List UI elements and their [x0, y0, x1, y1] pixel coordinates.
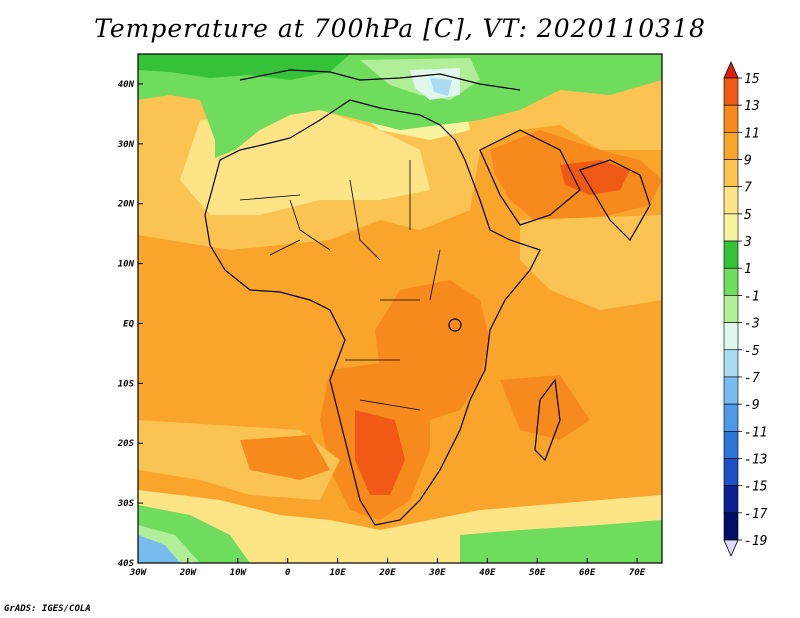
legend-swatch: [724, 458, 738, 485]
legend-label: 11: [744, 126, 760, 141]
lon-label: 50E: [529, 568, 546, 578]
lon-label: 10W: [230, 568, 248, 578]
legend-swatch: [724, 486, 738, 513]
legend-label: -1: [744, 289, 760, 304]
lat-label: 10N: [118, 260, 135, 270]
legend-swatch: [724, 431, 738, 458]
lon-label: 70E: [629, 568, 646, 578]
legend-top-arrow: [724, 62, 738, 78]
lat-label: 20S: [117, 439, 135, 449]
legend-swatch: [724, 105, 738, 132]
legend-swatch: [724, 350, 738, 377]
legend-swatch: [724, 323, 738, 350]
lon-label: 10E: [329, 568, 346, 578]
legend-label: -7: [744, 371, 760, 386]
legend-label: -17: [744, 507, 768, 522]
legend-bottom-arrow: [724, 540, 738, 556]
legend-swatch: [724, 160, 738, 187]
legend-swatch: [724, 513, 738, 540]
lon-label: 30W: [129, 568, 148, 578]
legend-swatch: [724, 78, 738, 105]
legend-label: -5: [744, 344, 760, 359]
legend-label: -9: [744, 398, 760, 413]
legend-swatch: [724, 214, 738, 241]
lat-label: 30S: [117, 499, 135, 509]
legend-swatch: [724, 132, 738, 159]
lat-label: 20N: [117, 200, 135, 210]
legend-label: -13: [744, 452, 767, 467]
legend-label: 7: [744, 181, 752, 196]
legend-swatch: [724, 295, 738, 322]
lat-label: EQ: [123, 319, 134, 329]
lat-label: 10S: [118, 379, 135, 389]
legend-label: 1: [744, 262, 752, 277]
lon-label: 20E: [378, 568, 396, 578]
legend-label: 13: [744, 99, 760, 114]
legend-swatch: [724, 241, 738, 268]
legend-swatch: [724, 268, 738, 295]
color-legend: 15 13 11 9 7 5 3 1 -1 -3 -5 -7 -9 -11 -13 -15 -17 -19: [724, 62, 768, 556]
lon-label: 20W: [179, 568, 198, 578]
legend-label: -11: [744, 425, 767, 440]
lat-label: 40N: [118, 80, 135, 90]
lon-label: 0: [285, 568, 291, 578]
grads-credit: GrADS: IGES/COLA: [4, 604, 91, 614]
temperature-field: [138, 54, 662, 563]
lon-label: 60E: [579, 568, 596, 578]
lon-label: 30E: [428, 568, 446, 578]
legend-swatch: [724, 377, 738, 404]
legend-label: 5: [744, 208, 752, 223]
lat-label: 30N: [117, 140, 135, 150]
legend-label: -3: [744, 317, 760, 332]
legend-label: -19: [744, 534, 767, 549]
lon-label: 40E: [479, 568, 496, 578]
legend-label: 15: [744, 72, 760, 87]
legend-label: -15: [744, 480, 768, 495]
legend-swatch: [724, 404, 738, 431]
legend-label: 9: [744, 154, 752, 169]
legend-swatch: [724, 187, 738, 214]
legend-label: 3: [743, 235, 752, 250]
